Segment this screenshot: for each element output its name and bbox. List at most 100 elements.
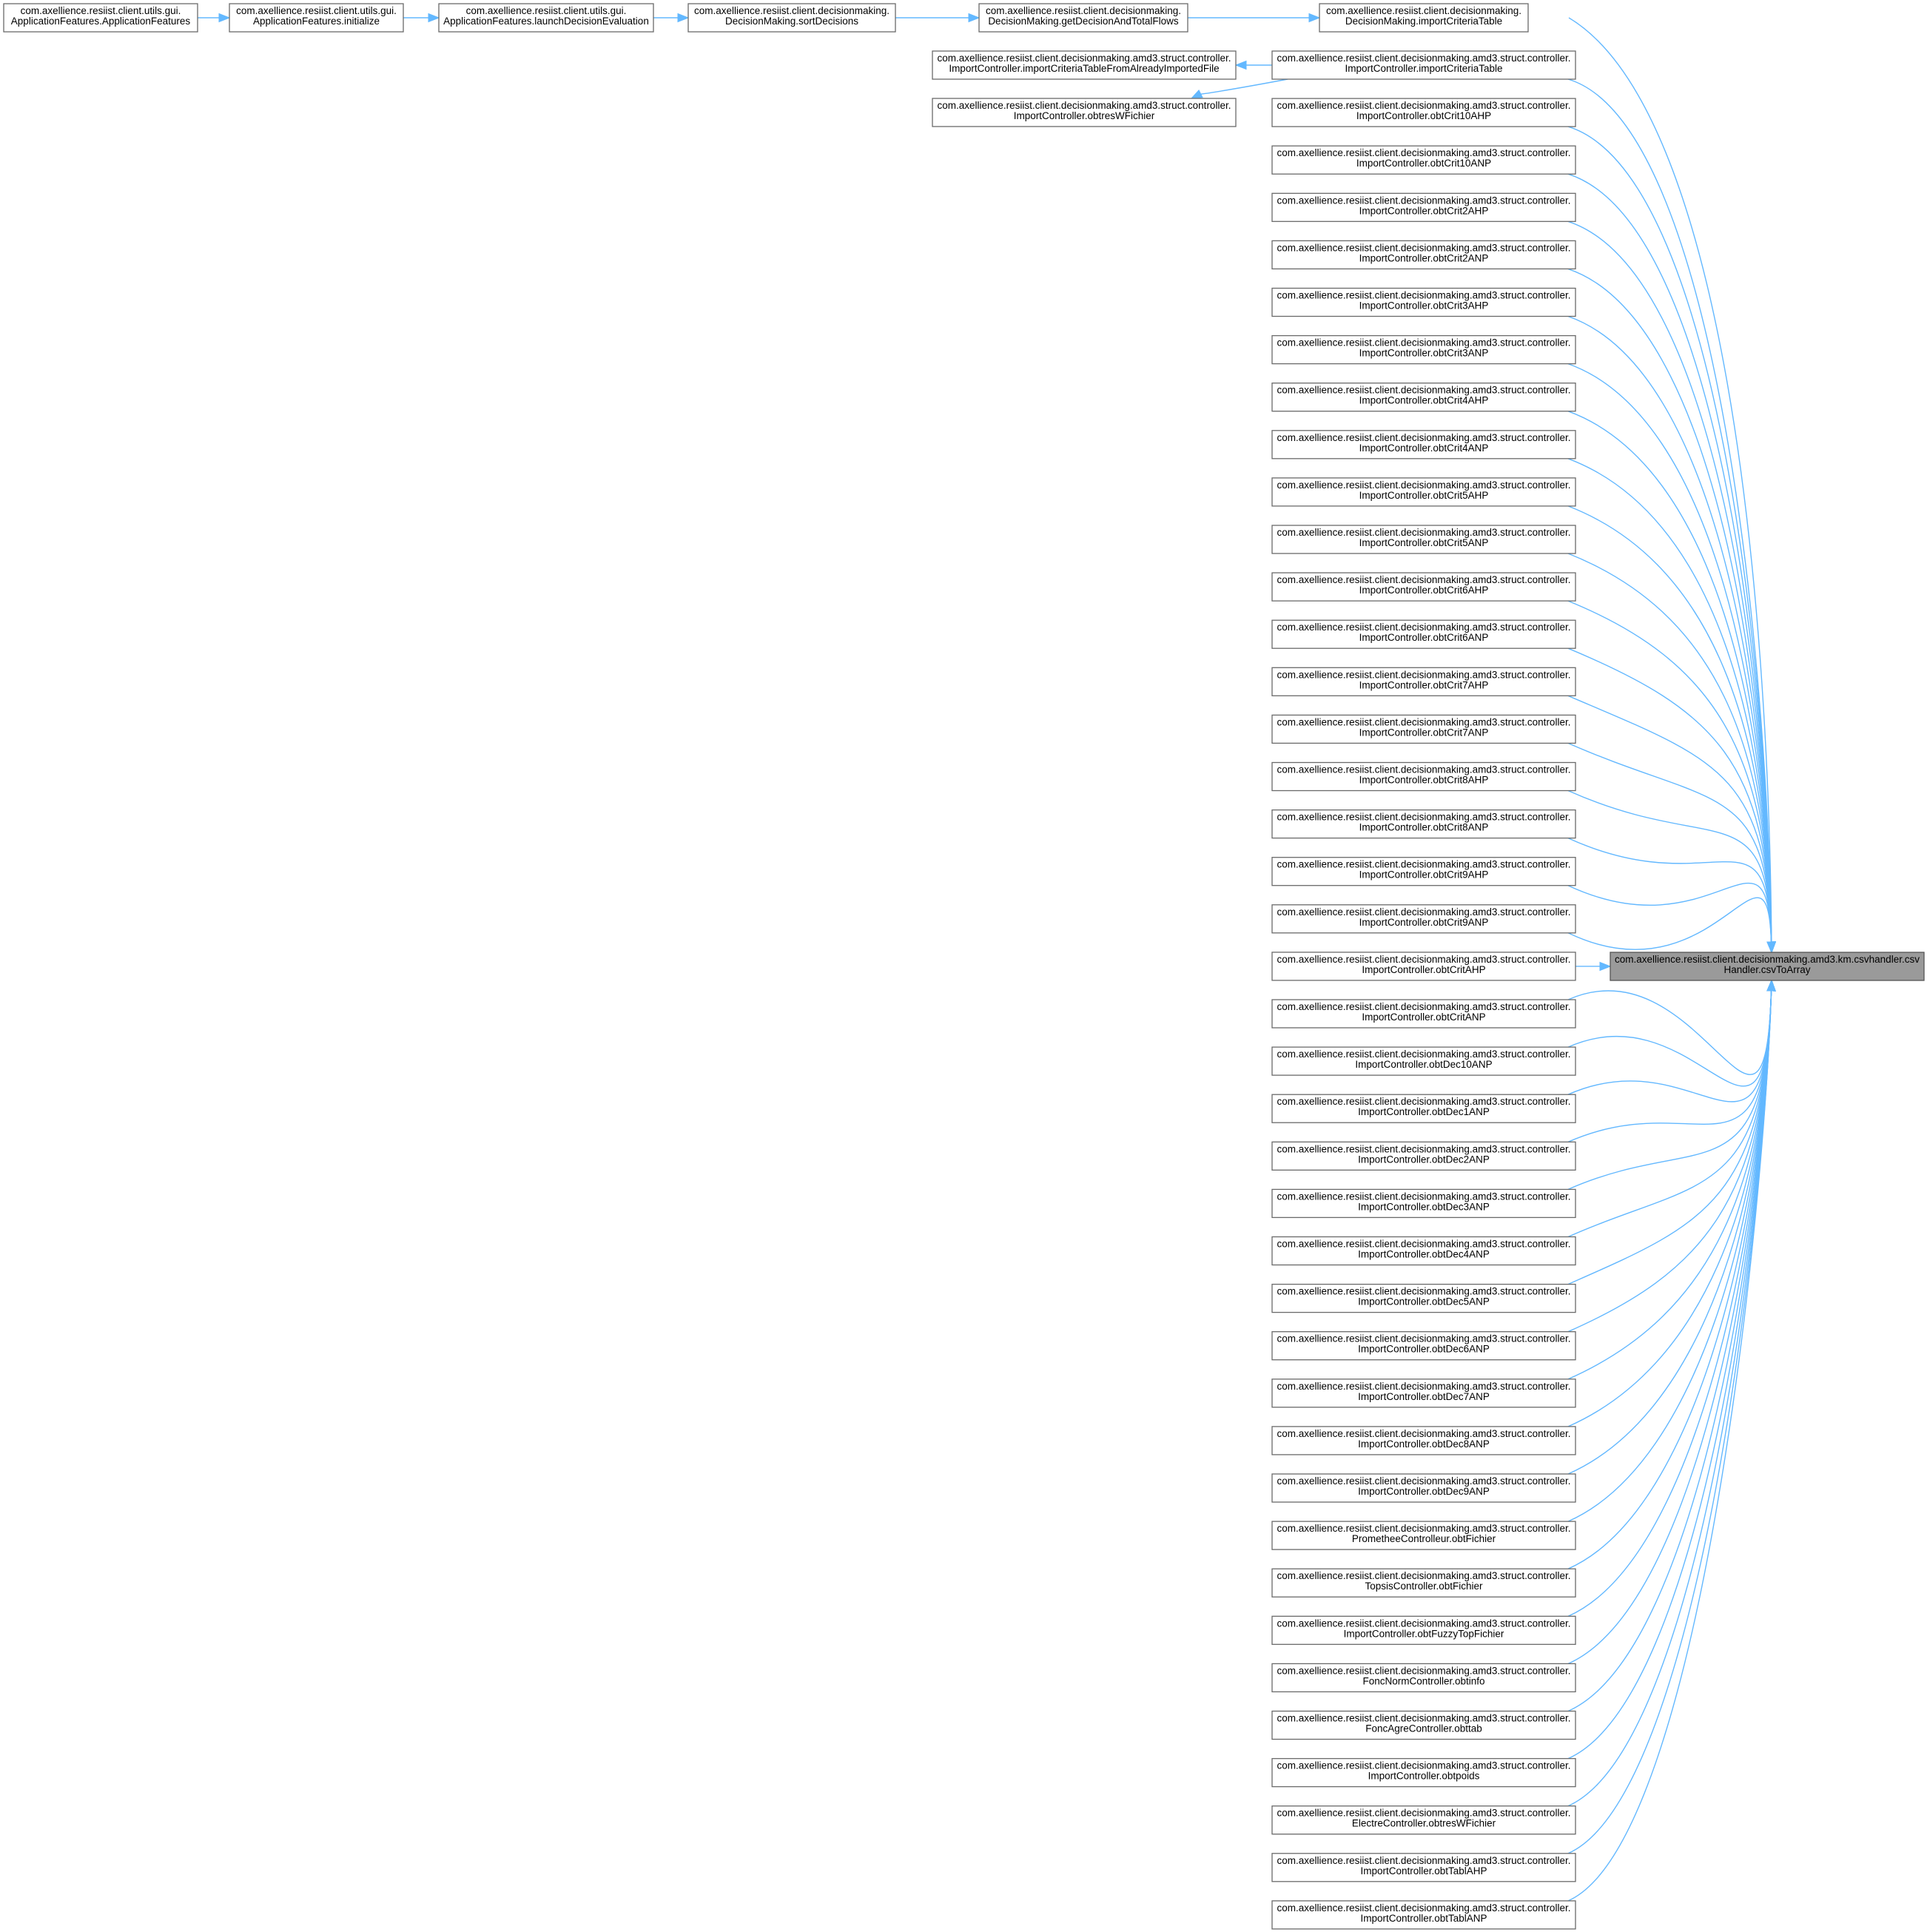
chain-node-1-box [3, 3, 198, 33]
caller-node-11[interactable]: com.axellience.resiist.client.decisionma… [1271, 525, 1576, 554]
caller-node-16[interactable]: com.axellience.resiist.client.decisionma… [1271, 761, 1576, 792]
call-edge [1567, 882, 1776, 954]
caller-node-2[interactable]: com.axellience.resiist.client.decisionma… [1271, 98, 1576, 127]
arrowhead [1766, 979, 1776, 992]
node-label-line: com.axellience.resiist.client.decisionma… [1277, 1239, 1571, 1250]
node-label-line: com.axellience.resiist.client.decisionma… [1277, 479, 1571, 491]
chain-node-3[interactable]: com.axellience.resiist.client.utils.gui.… [438, 3, 654, 33]
chain-node-2[interactable]: com.axellience.resiist.client.utils.gui.… [229, 3, 404, 33]
node-label-line: Handler.csvToArray [1723, 964, 1810, 975]
caller-node-23[interactable]: com.axellience.resiist.client.decisionma… [1271, 1094, 1576, 1123]
node-label-line: ImportController.obtCrit3AHP [1359, 300, 1489, 312]
node-label-line: com.axellience.resiist.client.decisionma… [1277, 622, 1571, 633]
caller-node-6-box [1271, 287, 1576, 317]
target-node-csvToArray[interactable]: com.axellience.resiist.client.decisionma… [1610, 952, 1925, 981]
caller-node-20[interactable]: com.axellience.resiist.client.decisionma… [1271, 952, 1576, 981]
caller-node-28-box [1271, 1331, 1576, 1361]
chain-node-6[interactable]: com.axellience.resiist.client.decisionma… [1319, 3, 1529, 33]
node-label-line: com.axellience.resiist.client.decisionma… [1277, 527, 1571, 538]
caller-node-5[interactable]: com.axellience.resiist.client.decisionma… [1271, 240, 1576, 270]
caller-node-12[interactable]: com.axellience.resiist.client.decisionma… [1271, 572, 1576, 602]
caller-node-35-box [1271, 1663, 1576, 1693]
node-label-line: ImportController.obtTablAHP [1360, 1865, 1487, 1877]
caller-node-32[interactable]: com.axellience.resiist.client.decisionma… [1271, 1521, 1576, 1550]
caller-node-10-box [1271, 477, 1576, 507]
node-label-line: com.axellience.resiist.client.decisionma… [1326, 5, 1521, 16]
node-label-line: com.axellience.resiist.client.decisionma… [938, 53, 1231, 64]
edge-line [1567, 126, 1772, 943]
node-label-line: ImportController.obtDec2ANP [1358, 1154, 1490, 1165]
chain-node-5-box [978, 3, 1188, 33]
node-label-line: ImportController.obtCritANP [1362, 1012, 1485, 1023]
side-caller-node-1[interactable]: com.axellience.resiist.client.decisionma… [932, 50, 1237, 80]
caller-node-37[interactable]: com.axellience.resiist.client.decisionma… [1271, 1757, 1576, 1788]
caller-node-26-box [1271, 1236, 1576, 1266]
caller-node-14[interactable]: com.axellience.resiist.client.decisionma… [1271, 667, 1576, 696]
node-label-line: DecisionMaking.sortDecisions [725, 16, 858, 27]
caller-node-38-box [1271, 1805, 1576, 1835]
node-label-line: com.axellience.resiist.client.decisionma… [1277, 859, 1571, 870]
caller-node-36-box [1271, 1710, 1576, 1740]
node-label-line: com.axellience.resiist.client.decisionma… [1277, 1381, 1571, 1392]
chain-node-5[interactable]: com.axellience.resiist.client.decisionma… [978, 3, 1188, 33]
caller-node-13[interactable]: com.axellience.resiist.client.decisionma… [1271, 619, 1576, 649]
caller-node-36[interactable]: com.axellience.resiist.client.decisionma… [1271, 1710, 1576, 1740]
caller-node-7[interactable]: com.axellience.resiist.client.decisionma… [1271, 334, 1576, 365]
caller-node-6[interactable]: com.axellience.resiist.client.decisionma… [1271, 287, 1576, 317]
caller-node-32-box [1271, 1521, 1576, 1550]
caller-node-15[interactable]: com.axellience.resiist.client.decisionma… [1271, 714, 1576, 744]
chain-node-4[interactable]: com.axellience.resiist.client.decisionma… [687, 3, 896, 33]
caller-node-4[interactable]: com.axellience.resiist.client.decisionma… [1271, 192, 1576, 222]
node-label-line: com.axellience.resiist.client.decisionma… [1277, 1902, 1571, 1914]
caller-node-29[interactable]: com.axellience.resiist.client.decisionma… [1271, 1379, 1576, 1408]
edge-line [1567, 600, 1772, 943]
caller-node-3[interactable]: com.axellience.resiist.client.decisionma… [1271, 145, 1576, 175]
call-edge [1567, 173, 1777, 954]
call-edge [1567, 979, 1776, 1569]
caller-node-24[interactable]: com.axellience.resiist.client.decisionma… [1271, 1141, 1576, 1171]
node-label-line: ImportController.importCriteriaTableFrom… [949, 63, 1219, 74]
caller-node-1[interactable]: com.axellience.resiist.client.decisionma… [1271, 50, 1576, 80]
arrowhead [1190, 89, 1203, 99]
caller-node-30[interactable]: com.axellience.resiist.client.decisionma… [1271, 1426, 1576, 1455]
call-edge [653, 13, 690, 23]
chain-node-1[interactable]: com.axellience.resiist.client.utils.gui.… [3, 3, 198, 33]
caller-node-19[interactable]: com.axellience.resiist.client.decisionma… [1271, 904, 1576, 934]
caller-node-27-box [1271, 1283, 1576, 1313]
caller-node-8[interactable]: com.axellience.resiist.client.decisionma… [1271, 383, 1576, 412]
caller-node-10[interactable]: com.axellience.resiist.client.decisionma… [1271, 477, 1576, 507]
caller-node-21[interactable]: com.axellience.resiist.client.decisionma… [1271, 999, 1576, 1029]
caller-node-31[interactable]: com.axellience.resiist.client.decisionma… [1271, 1473, 1576, 1503]
caller-node-2-box [1271, 98, 1576, 127]
node-label-line: ImportController.obtCrit2ANP [1359, 252, 1489, 263]
node-label-line: ImportController.obtCrit10AHP [1356, 110, 1491, 121]
edge-line [1567, 989, 1772, 1665]
caller-node-39[interactable]: com.axellience.resiist.client.decisionma… [1271, 1853, 1576, 1882]
side-caller-node-2[interactable]: com.axellience.resiist.client.decisionma… [932, 98, 1237, 127]
edge-line [1567, 458, 1772, 943]
caller-node-35[interactable]: com.axellience.resiist.client.decisionma… [1271, 1663, 1576, 1693]
caller-node-27[interactable]: com.axellience.resiist.client.decisionma… [1271, 1283, 1576, 1313]
call-edge [1188, 13, 1321, 23]
caller-node-20-box [1271, 952, 1576, 981]
node-label-line: ImportController.obtDec7ANP [1358, 1391, 1490, 1402]
caller-node-22[interactable]: com.axellience.resiist.client.decisionma… [1271, 1046, 1576, 1076]
caller-node-15-box [1271, 714, 1576, 744]
node-label-line: com.axellience.resiist.client.utils.gui. [21, 5, 181, 16]
caller-node-34[interactable]: com.axellience.resiist.client.decisionma… [1271, 1615, 1576, 1645]
caller-node-8-box [1271, 383, 1576, 412]
edge-line [1567, 505, 1772, 943]
node-label-line: com.axellience.resiist.client.decisionma… [1277, 1286, 1571, 1297]
caller-node-33[interactable]: com.axellience.resiist.client.decisionma… [1271, 1568, 1576, 1598]
caller-node-17[interactable]: com.axellience.resiist.client.decisionma… [1271, 809, 1576, 839]
caller-node-28[interactable]: com.axellience.resiist.client.decisionma… [1271, 1331, 1576, 1361]
caller-node-26[interactable]: com.axellience.resiist.client.decisionma… [1271, 1236, 1576, 1266]
caller-node-19-box [1271, 904, 1576, 934]
caller-node-40[interactable]: com.axellience.resiist.client.decisionma… [1271, 1900, 1576, 1930]
caller-node-25[interactable]: com.axellience.resiist.client.decisionma… [1271, 1188, 1576, 1219]
node-label-line: com.axellience.resiist.client.decisionma… [1277, 385, 1571, 396]
caller-node-18[interactable]: com.axellience.resiist.client.decisionma… [1271, 857, 1576, 886]
caller-node-9[interactable]: com.axellience.resiist.client.decisionma… [1271, 430, 1576, 460]
caller-node-38[interactable]: com.axellience.resiist.client.decisionma… [1271, 1805, 1576, 1835]
call-edge [198, 13, 231, 23]
